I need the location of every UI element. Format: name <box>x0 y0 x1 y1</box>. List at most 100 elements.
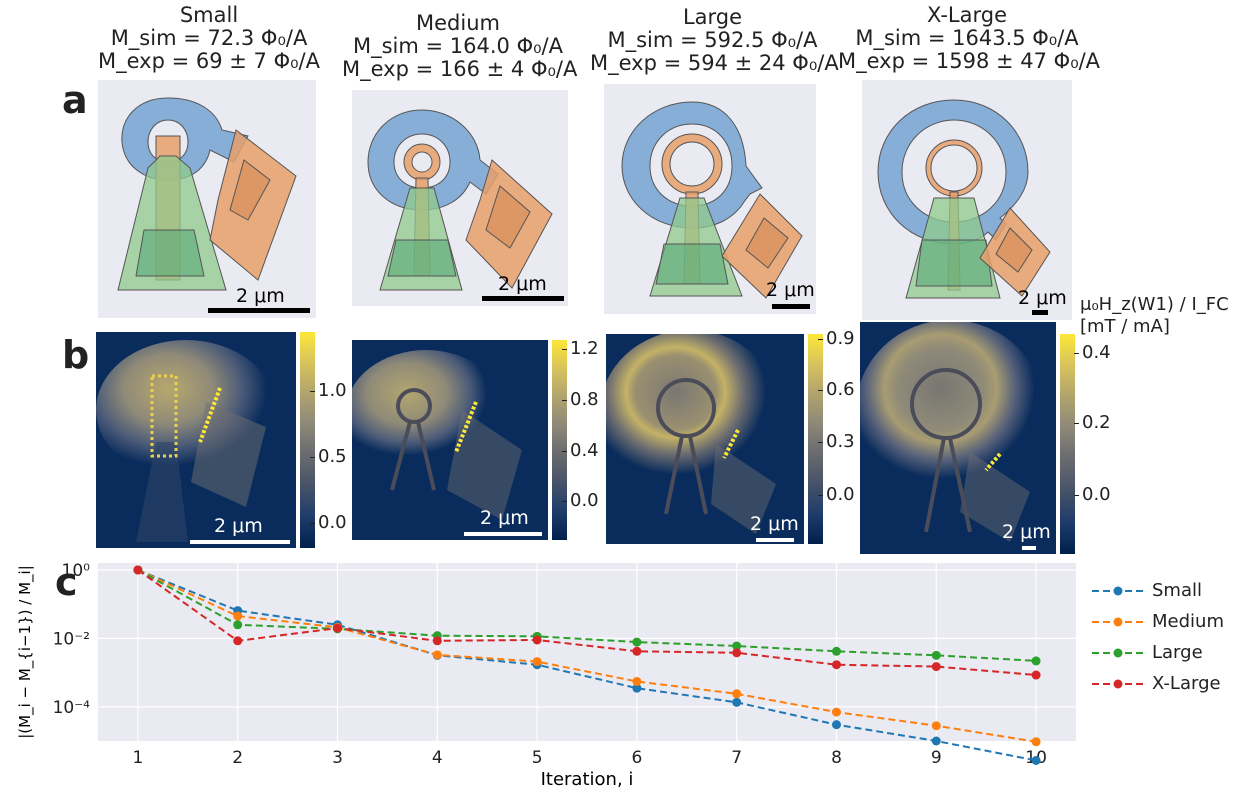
x-tick-label: 3 <box>332 748 343 768</box>
fieldmap-large: 2 μm <box>606 334 804 544</box>
fieldmap-medium: 2 μm <box>352 340 548 540</box>
cbar-tick: 0.4 <box>1074 342 1111 363</box>
cbar-tick: 1.2 <box>562 338 599 359</box>
layout-large: 2 μm <box>604 84 816 314</box>
legend-label: X-Large <box>1152 673 1221 694</box>
data-point <box>931 736 941 746</box>
x-tick-label: 7 <box>731 748 742 768</box>
colorbar-label: μ₀H_z(W1) / I_FC [mT / mA] <box>1080 294 1229 338</box>
x-tick-label: 5 <box>532 748 543 768</box>
colorbar-xlarge <box>1060 334 1075 554</box>
data-point <box>532 657 542 667</box>
data-point <box>432 650 442 660</box>
data-point <box>732 697 742 707</box>
x-tick-label: 1 <box>133 748 144 768</box>
cbar-tick: 1.0 <box>310 380 347 401</box>
data-point <box>732 689 742 699</box>
data-point <box>1031 656 1041 666</box>
cbar-tick: 0.2 <box>1074 412 1111 433</box>
scalebar-label: 2 μm <box>1018 287 1067 309</box>
colorbar-label-line1: μ₀H_z(W1) / I_FC <box>1080 294 1229 315</box>
x-tick-label: 2 <box>232 748 243 768</box>
data-point <box>732 641 742 651</box>
data-point <box>233 611 243 621</box>
data-point <box>632 683 642 693</box>
x-tick-label: 4 <box>432 748 443 768</box>
data-point <box>931 650 941 660</box>
x-tick-label: 6 <box>631 748 642 768</box>
legend-swatch <box>1090 613 1146 631</box>
legend-swatch <box>1090 644 1146 662</box>
convergence-chart: 1234567891010⁰10⁻²10⁻⁴ Iteration, i |(M_… <box>16 561 1076 790</box>
device-name: Large <box>682 5 743 29</box>
data-point <box>632 637 642 647</box>
cbar-tick: 0.6 <box>818 379 855 400</box>
m-exp-label: M_exp = 69 ± 7 Φ₀/A <box>98 49 320 73</box>
cbar-tick: 0.0 <box>1074 484 1111 505</box>
data-point <box>732 648 742 658</box>
fieldmap-xlarge: 2 μm <box>860 322 1056 554</box>
data-point <box>1031 670 1041 680</box>
data-point <box>931 721 941 731</box>
legend-swatch <box>1090 675 1146 693</box>
data-point <box>233 620 243 630</box>
legend-label: Large <box>1152 642 1203 663</box>
cbar-tick: 0.3 <box>818 431 855 452</box>
data-point <box>133 565 143 575</box>
data-point <box>831 646 841 656</box>
legend-label: Medium <box>1152 611 1224 632</box>
data-point <box>1031 737 1041 747</box>
cbar-tick: 0.0 <box>562 490 599 511</box>
layout-xlarge: 2 μm <box>862 80 1072 320</box>
scalebar-label: 2 μm <box>750 513 799 535</box>
legend-item-large: Large <box>1090 637 1224 668</box>
data-point <box>632 646 642 656</box>
series-line-x-large <box>137 569 1037 677</box>
colorbar-large <box>808 334 823 544</box>
cbar-tick: 0.9 <box>818 328 855 349</box>
series-line-medium <box>137 569 1037 743</box>
x-axis-label: Iteration, i <box>541 769 634 790</box>
legend-item-xlarge: X-Large <box>1090 668 1224 699</box>
layout-small: 2 μm <box>98 80 316 318</box>
scalebar-label: 2 μm <box>1002 521 1051 543</box>
data-point <box>831 707 841 717</box>
data-point <box>333 623 343 633</box>
colorbar-medium <box>552 340 567 540</box>
m-exp-label: M_exp = 1598 ± 47 Φ₀/A <box>838 49 1101 73</box>
m-sim-label: M_sim = 72.3 Φ₀/A <box>110 26 308 50</box>
legend-swatch <box>1090 582 1146 600</box>
cbar-tick: 0.0 <box>310 512 347 533</box>
device-name: Medium <box>416 11 500 35</box>
y-tick-label: 10⁰ <box>62 561 91 581</box>
header-large: Large M_sim = 592.5 Φ₀/A M_exp = 594 ± 2… <box>590 5 839 75</box>
m-sim-label: M_sim = 592.5 Φ₀/A <box>607 28 818 52</box>
scalebar-label: 2 μm <box>480 507 529 529</box>
data-point <box>233 636 243 646</box>
panel-letter-c: c <box>55 560 78 604</box>
cbar-tick: 0.4 <box>562 440 599 461</box>
y-tick-label: 10⁻⁴ <box>53 698 91 718</box>
data-point <box>831 660 841 670</box>
header-small: Small M_sim = 72.3 Φ₀/A M_exp = 69 ± 7 Φ… <box>98 4 320 73</box>
device-name: X-Large <box>926 3 1007 27</box>
legend-item-small: Small <box>1090 575 1224 606</box>
legend-item-medium: Medium <box>1090 606 1224 637</box>
panel-letter-a: a <box>62 78 88 122</box>
data-point <box>931 662 941 672</box>
m-sim-label: M_sim = 164.0 Φ₀/A <box>353 34 563 58</box>
m-exp-label: M_exp = 166 ± 4 Φ₀/A <box>342 57 578 81</box>
fieldmap-small: 2 μm <box>96 332 296 548</box>
y-tick-label: 10⁻² <box>53 629 90 649</box>
legend: Small Medium Large X-Large <box>1090 575 1224 699</box>
colorbar-label-line2: [mT / mA] <box>1080 316 1170 337</box>
x-tick-label: 8 <box>831 748 842 768</box>
cbar-tick: 0.8 <box>562 389 599 410</box>
colorbar-small <box>300 332 315 548</box>
x-tick-label: 9 <box>931 748 942 768</box>
legend-label: Small <box>1152 580 1202 601</box>
data-point <box>632 676 642 686</box>
m-sim-label: M_sim = 1643.5 Φ₀/A <box>855 26 1079 50</box>
device-name: Small <box>179 3 239 27</box>
